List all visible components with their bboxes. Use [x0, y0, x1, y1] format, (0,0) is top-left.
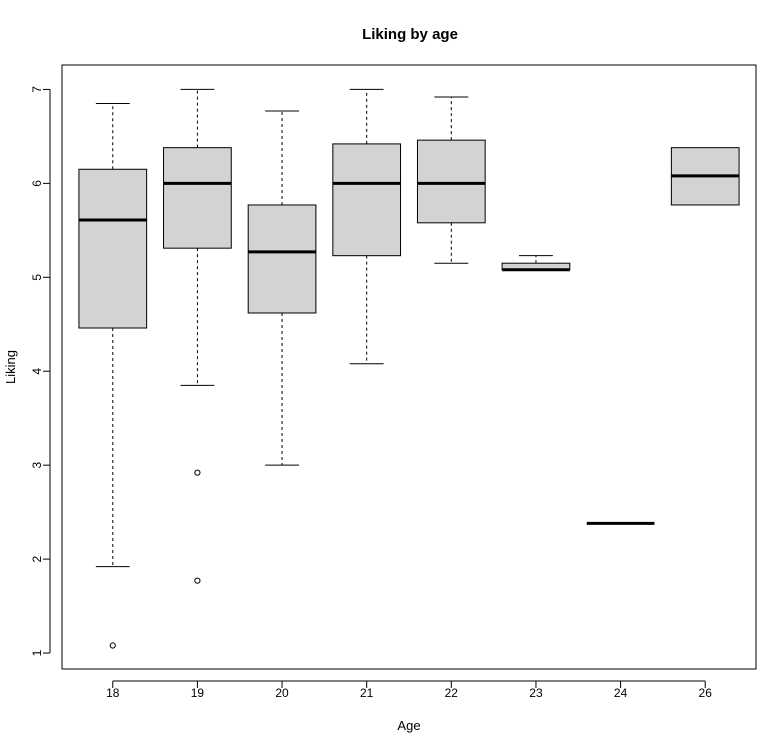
y-axis-label: Liking: [3, 350, 18, 384]
y-tick-label: 2: [30, 555, 44, 562]
box-iqr: [416, 139, 486, 224]
y-tick-label: 1: [30, 649, 44, 656]
box-22: [416, 96, 486, 264]
x-tick-label: 21: [360, 686, 374, 700]
y-tick-label: 4: [30, 368, 44, 375]
y-axis: 1 2 3 4 5 6 7: [30, 86, 51, 656]
outlier-point: [109, 642, 116, 649]
outlier-point: [194, 577, 201, 584]
x-tick-label: 23: [529, 686, 543, 700]
box-21: [332, 88, 402, 365]
box-iqr: [247, 204, 317, 314]
box-iqr: [78, 168, 148, 329]
y-tick-label: 7: [30, 86, 44, 93]
y-tick-label: 3: [30, 462, 44, 469]
x-tick-label: 26: [699, 686, 713, 700]
box-18: [78, 103, 148, 649]
y-tick-label: 6: [30, 180, 44, 187]
box-series: [78, 88, 740, 649]
outlier-point: [194, 469, 201, 476]
x-tick-label: 24: [614, 686, 628, 700]
box-23: [501, 255, 571, 272]
x-tick-label: 19: [191, 686, 205, 700]
box-26: [670, 147, 740, 206]
x-axis-label: Age: [397, 718, 420, 733]
box-19: [163, 88, 232, 584]
x-tick-label: 18: [106, 686, 120, 700]
x-tick-label: 20: [275, 686, 289, 700]
box-20: [247, 110, 317, 466]
y-tick-label: 5: [30, 274, 44, 281]
box-iqr: [163, 147, 232, 249]
plot-frame: [61, 64, 757, 670]
chart-title: Liking by age: [362, 26, 458, 43]
box-iqr: [332, 143, 402, 257]
x-tick-label: 22: [445, 686, 459, 700]
x-axis: 18 19 20 21 22 23 24 26: [106, 680, 713, 700]
